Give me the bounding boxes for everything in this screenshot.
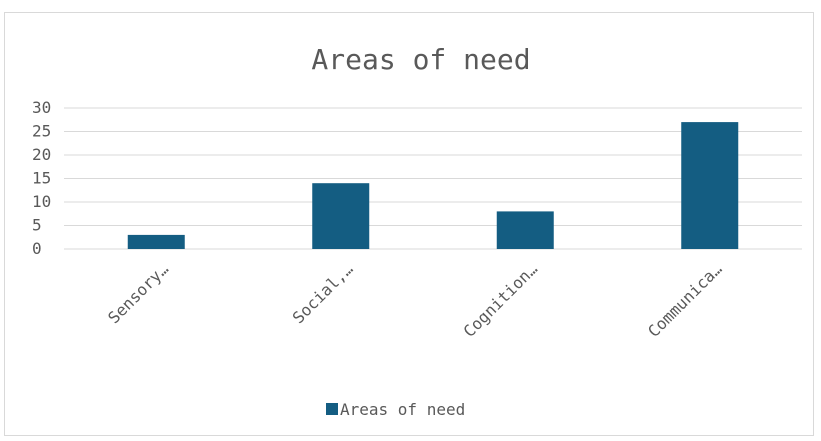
- y-axis: 0 5 10 15 20 25 30: [32, 98, 51, 258]
- y-tick-label-15: 15: [32, 169, 51, 188]
- chart-frame: [4, 12, 814, 436]
- bar-2: [312, 183, 370, 249]
- y-tick-label-25: 25: [32, 122, 51, 141]
- y-tick-label-20: 20: [32, 145, 51, 164]
- bar-3: [496, 211, 554, 249]
- y-tick-label-10: 10: [32, 192, 51, 211]
- x-tick-label-4: Communica…: [644, 259, 726, 341]
- chart-title: Areas of need: [311, 43, 530, 76]
- legend-label: Areas of need: [340, 400, 465, 419]
- bar-4: [681, 122, 739, 249]
- y-tick-label-30: 30: [32, 98, 51, 117]
- bars: [127, 122, 739, 249]
- x-axis: Sensory… Social,… Cognition… Communica…: [104, 259, 725, 341]
- y-tick-label-0: 0: [32, 239, 42, 258]
- y-tick-label-5: 5: [32, 216, 42, 235]
- x-tick-label-1: Sensory…: [104, 259, 172, 327]
- x-tick-label-3: Cognition…: [460, 259, 542, 341]
- gridlines: [64, 107, 802, 250]
- bar-1: [127, 234, 185, 249]
- legend: Areas of need: [326, 400, 465, 419]
- legend-swatch: [326, 403, 338, 415]
- x-tick-label-2: Social,…: [289, 259, 357, 327]
